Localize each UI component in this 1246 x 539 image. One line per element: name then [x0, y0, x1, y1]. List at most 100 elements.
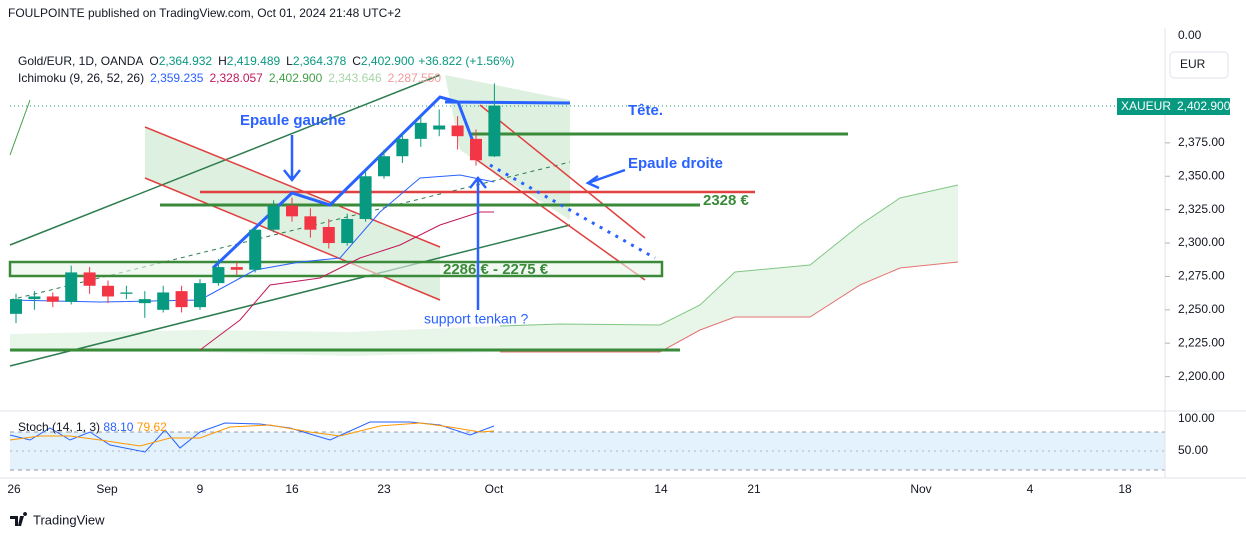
y-tick-label: 2,300.00	[1178, 235, 1225, 249]
x-tick-label: 26	[7, 482, 21, 496]
x-tick-label: 16	[285, 482, 299, 496]
ohlc-value: 2,364.378	[293, 54, 347, 68]
candle-body	[451, 125, 464, 137]
footer: TradingView	[33, 512, 105, 527]
change: +36.822 (+1.56%)	[418, 54, 514, 68]
annotation: Tête.	[628, 102, 663, 119]
ohlc-value: 2,419.489	[227, 54, 281, 68]
candle-body	[28, 296, 41, 300]
y-tick-label: 2,350.00	[1178, 168, 1225, 182]
candle-body	[286, 205, 298, 217]
trendline	[144, 126, 441, 248]
head-shoulders	[211, 95, 482, 270]
x-tick-label: 21	[747, 482, 761, 496]
annotation: 2328 €	[703, 192, 750, 209]
candle-body	[138, 299, 151, 304]
y-tick-label: 2,250.00	[1178, 302, 1225, 316]
ichimoku-value: 2,343.646	[328, 71, 382, 85]
candle-body	[341, 219, 354, 244]
ichimoku-value: 2,359.235	[150, 71, 204, 85]
channel-fill	[445, 75, 570, 220]
y-tick-label: 2,275.00	[1178, 269, 1225, 283]
price-tag-symbol: XAUEUR	[1121, 99, 1171, 113]
candle-body	[378, 156, 390, 177]
candle-body	[414, 122, 427, 139]
annotation: support tenkan ?	[424, 311, 529, 327]
ohlc-key: H	[218, 54, 227, 68]
stoch-d	[9, 422, 495, 447]
candle-body	[175, 291, 188, 308]
currency-box[interactable]	[1169, 51, 1229, 79]
x-tick-label: 18	[1118, 482, 1132, 496]
head-line	[444, 100, 571, 105]
ohlc-key: O	[149, 54, 158, 68]
candle-body	[120, 292, 133, 294]
trendline	[479, 104, 646, 239]
candle-body	[65, 272, 78, 302]
candle-body	[102, 285, 114, 297]
ohlc-key: C	[352, 54, 361, 68]
kijun	[199, 211, 494, 351]
arrow	[585, 168, 626, 190]
ichimoku: Ichimoku (9, 26, 52, 26)	[18, 71, 144, 85]
arrow	[283, 135, 301, 183]
senkou-b	[500, 261, 959, 353]
stoch-tick: 100.00	[1178, 411, 1215, 425]
candle-body	[10, 299, 22, 314]
stoch-title: Stoch (14, 1, 3) 88.10 79.62	[18, 420, 167, 434]
annotation: Epaule droite	[628, 155, 723, 172]
candle-body	[488, 105, 501, 157]
ohlc-value: 2,364.932	[159, 54, 213, 68]
zone-box	[8, 260, 664, 278]
y-tick-label: 2,375.00	[1178, 135, 1225, 149]
stoch-k	[9, 421, 495, 453]
x-tick-label: Oct	[485, 482, 504, 496]
candle-body	[470, 138, 482, 161]
candle-body	[46, 296, 59, 302]
y-tick-label: 2,200.00	[1178, 369, 1225, 383]
senkou-a	[499, 184, 959, 327]
price-tag-value: 2,402.900	[1177, 99, 1231, 113]
candle-body	[157, 292, 170, 310]
candle-body	[396, 138, 409, 157]
x-tick-label: Sep	[96, 482, 118, 496]
candle-body	[267, 205, 280, 230]
chikou	[9, 99, 31, 156]
logo	[10, 512, 28, 526]
x-tick-label: 9	[197, 482, 204, 496]
trendline	[469, 154, 646, 281]
stoch-tick: 50.00	[1178, 443, 1208, 457]
future-cloud	[500, 185, 958, 352]
y-tick-label: 2,325.00	[1178, 202, 1225, 216]
annotation: Epaule gauche	[240, 112, 346, 129]
ichimoku-value: 2,287.550	[388, 71, 442, 85]
price-tag	[1117, 98, 1230, 115]
legend-row: Ichimoku (9, 26, 52, 26) 2,359.235 2,328.0…	[18, 71, 441, 85]
trendline	[9, 224, 571, 367]
ichimoku-value: 2,402.900	[269, 71, 323, 85]
arrow	[469, 175, 487, 310]
symbol: Gold/EUR, 1D, OANDA	[18, 54, 143, 68]
x-tick-label: 23	[377, 482, 391, 496]
candle-body	[322, 227, 335, 244]
x-tick-label: 14	[654, 482, 668, 496]
candle-body	[83, 272, 96, 286]
top-label: 0.00	[1178, 28, 1202, 42]
candle-body	[359, 176, 372, 219]
publisher: FOULPOINTE published on TradingView.com,…	[8, 6, 401, 20]
drawings	[8, 74, 1165, 367]
candle-body	[212, 267, 225, 284]
ohlc-key: L	[286, 54, 293, 68]
currency: EUR	[1180, 57, 1206, 71]
candle-body	[304, 216, 317, 230]
y-tick-label: 2,225.00	[1178, 335, 1225, 349]
trendline	[144, 177, 441, 301]
candle-body	[230, 267, 243, 270]
x-tick-label: 4	[1027, 482, 1034, 496]
candle-body	[433, 125, 446, 130]
annotation: 2286 € - 2275 €	[443, 261, 549, 278]
legend-row: Gold/EUR, 1D, OANDA O2,364.932 H2,419.489 L…	[18, 54, 514, 68]
ichimoku-value: 2,328.057	[209, 71, 263, 85]
candle-body	[249, 229, 262, 270]
